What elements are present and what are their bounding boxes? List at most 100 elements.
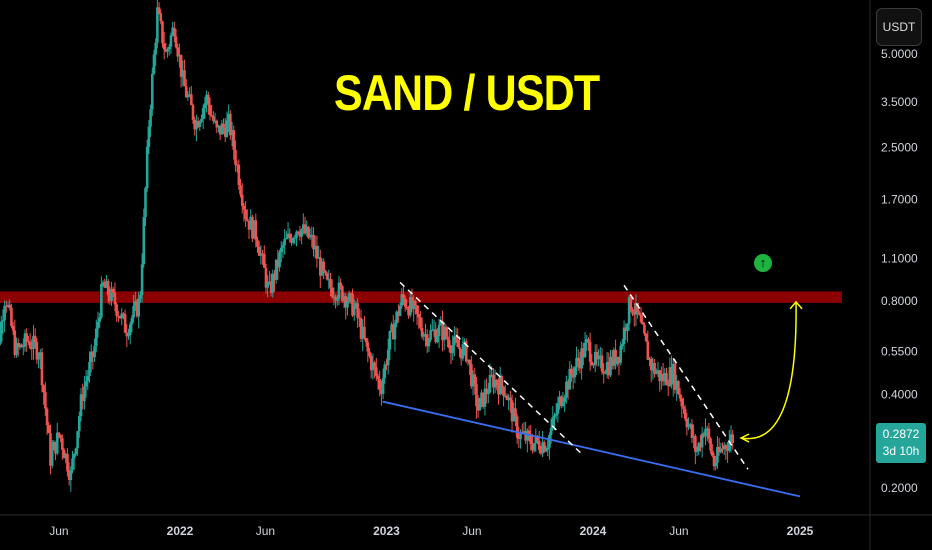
candle-body — [444, 326, 448, 337]
candle-body — [132, 305, 135, 318]
candle-body — [393, 323, 397, 340]
candle-body — [546, 447, 550, 450]
candle-body — [386, 349, 390, 366]
candle-body — [532, 443, 536, 451]
candle-body — [251, 216, 254, 239]
candle-body — [30, 348, 34, 350]
candle-body — [402, 294, 405, 299]
candle-body — [144, 188, 147, 218]
chart-title: SAND / USDT — [334, 65, 600, 121]
candle-body — [205, 94, 208, 104]
candle-body — [162, 43, 166, 50]
candle-body — [213, 120, 217, 122]
candle-body — [137, 298, 141, 317]
candle-body — [5, 305, 8, 307]
candle-body — [37, 356, 40, 360]
candle-body — [150, 73, 154, 110]
candle-body — [502, 386, 505, 397]
candle-body — [587, 339, 590, 342]
candle-body — [66, 453, 69, 472]
candle-body — [149, 109, 152, 127]
candle-body — [524, 431, 527, 441]
candle-body — [721, 448, 724, 450]
candle-body — [638, 312, 641, 315]
candle-body — [453, 336, 456, 346]
candle-body — [84, 381, 88, 387]
x-tick-label: 2022 — [167, 524, 194, 538]
candle-body — [269, 281, 273, 293]
candle-body — [468, 359, 471, 364]
candle-body — [179, 54, 183, 77]
candle-body — [374, 367, 378, 376]
candle-body — [429, 330, 432, 340]
candle-body — [339, 282, 342, 287]
candle-body — [157, 7, 161, 14]
candle-body — [475, 383, 478, 407]
candle-body — [729, 434, 733, 442]
candle-body — [358, 317, 361, 319]
candle-body — [152, 54, 156, 74]
y-tick-label: 0.4000 — [881, 388, 918, 402]
x-tick-label: Jun — [256, 524, 275, 538]
candle-body — [50, 449, 54, 466]
candle-body — [665, 373, 668, 386]
candle-body — [332, 296, 336, 298]
candle-body — [383, 364, 387, 379]
candle-body — [719, 448, 723, 453]
candle-body — [615, 356, 619, 365]
candle-body — [509, 397, 512, 401]
candle-body — [707, 428, 711, 439]
candle-body — [38, 352, 42, 357]
candle-body — [510, 400, 514, 422]
candle-body — [186, 95, 190, 98]
candle-body — [515, 416, 519, 438]
y-tick-label: 0.2000 — [881, 481, 918, 495]
candle-body — [700, 433, 704, 448]
candle-body — [76, 431, 79, 449]
candle-body — [709, 438, 712, 451]
candle-body — [113, 292, 117, 305]
candle-body — [120, 313, 124, 319]
candle-body — [527, 430, 531, 435]
candle-body — [94, 328, 98, 347]
candle-body — [16, 343, 20, 348]
candle-body — [249, 216, 253, 230]
candle-body — [154, 42, 157, 55]
candle-body — [437, 324, 441, 336]
candle-body — [410, 297, 414, 310]
candle-body — [483, 388, 487, 407]
candle-body — [449, 348, 453, 354]
candle-body — [203, 103, 207, 109]
candle-body — [115, 304, 118, 316]
candle-body — [166, 49, 169, 52]
candle-body — [134, 301, 137, 306]
candle-body — [122, 313, 125, 315]
candle-body — [366, 342, 370, 352]
candle-body — [461, 344, 465, 359]
y-tick-label: 0.5500 — [881, 345, 918, 359]
candle-body — [176, 47, 180, 57]
last-price-value: 0.2872 — [882, 427, 920, 441]
candles — [0, 0, 734, 492]
candle-body — [543, 442, 546, 452]
candle-body — [313, 245, 317, 250]
candle-body — [466, 359, 470, 362]
candle-body — [639, 314, 643, 323]
candle-body — [585, 339, 589, 343]
candle-body — [47, 425, 51, 433]
candle-body — [430, 329, 434, 331]
candle-body — [225, 120, 229, 137]
x-tick-label: Jun — [462, 524, 481, 538]
candle-body — [256, 239, 259, 247]
candle-body — [390, 324, 393, 331]
currency-button[interactable]: USDT — [876, 8, 922, 46]
candle-body — [128, 324, 132, 336]
candle-body — [425, 334, 429, 347]
candle-body — [476, 406, 480, 411]
candle-body — [57, 432, 61, 436]
candle-body — [261, 253, 264, 255]
last-price-label: 0.2872 3d 10h — [876, 423, 926, 463]
candle-body — [223, 127, 227, 137]
candle-body — [682, 406, 685, 409]
candle-body — [218, 125, 222, 135]
